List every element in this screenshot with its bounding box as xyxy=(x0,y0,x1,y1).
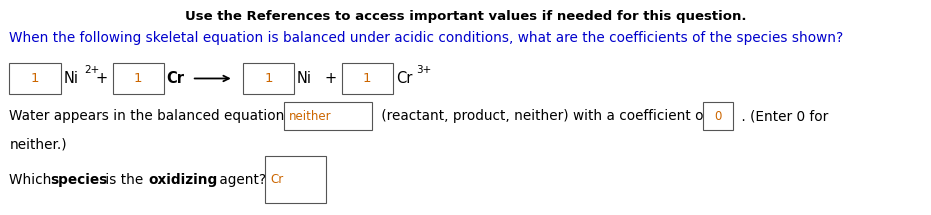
Text: . (Enter 0 for: . (Enter 0 for xyxy=(737,109,829,123)
Text: Cr: Cr xyxy=(167,71,184,86)
Text: 1: 1 xyxy=(134,72,142,85)
Text: Cr: Cr xyxy=(396,71,412,86)
Bar xyxy=(113,63,164,94)
Text: 1: 1 xyxy=(31,72,39,85)
Text: neither.): neither.) xyxy=(9,137,67,151)
Text: Use the References to access important values if needed for this question.: Use the References to access important v… xyxy=(184,10,747,23)
Bar xyxy=(265,156,326,203)
Text: agent?: agent? xyxy=(215,172,271,187)
Text: 3+: 3+ xyxy=(416,65,431,75)
Text: Ni: Ni xyxy=(63,71,78,86)
Text: Water appears in the balanced equation as a: Water appears in the balanced equation a… xyxy=(9,109,322,123)
Text: species: species xyxy=(50,172,107,187)
Text: Ni: Ni xyxy=(297,71,312,86)
Text: Cr: Cr xyxy=(270,173,283,186)
Text: +: + xyxy=(96,71,108,86)
Text: oxidizing: oxidizing xyxy=(148,172,217,187)
Text: +: + xyxy=(325,71,337,86)
Text: neither: neither xyxy=(289,110,331,123)
Bar xyxy=(703,102,733,130)
Text: (reactant, product, neither) with a coefficient of: (reactant, product, neither) with a coef… xyxy=(377,109,712,123)
Bar xyxy=(284,102,372,130)
Text: When the following skeletal equation is balanced under acidic conditions, what a: When the following skeletal equation is … xyxy=(9,31,843,45)
Bar xyxy=(243,63,294,94)
Text: 1: 1 xyxy=(264,72,273,85)
Bar xyxy=(9,63,61,94)
Text: is the: is the xyxy=(101,172,148,187)
Text: 2+: 2+ xyxy=(84,65,99,75)
Text: 1: 1 xyxy=(363,72,371,85)
Bar xyxy=(342,63,393,94)
Text: 0: 0 xyxy=(714,110,722,123)
Text: Which: Which xyxy=(9,172,56,187)
